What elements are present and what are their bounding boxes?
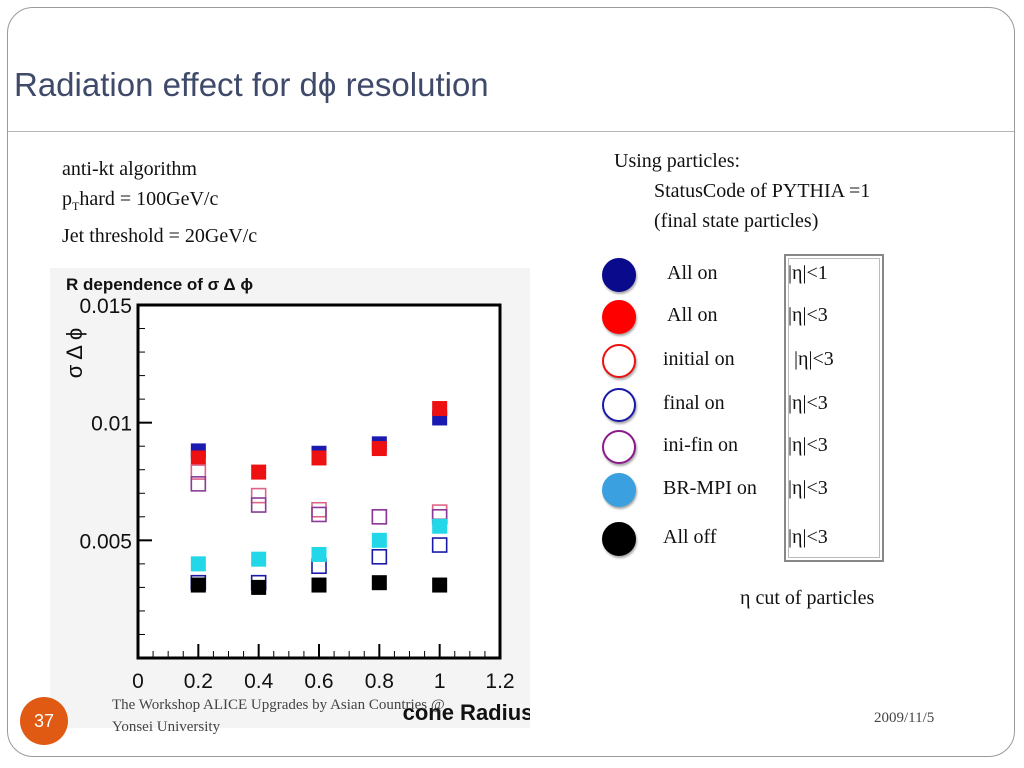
- legend-eta-cut: |η|<3: [788, 477, 828, 499]
- legend-marker-icon: [602, 388, 636, 422]
- eta-cut-note: η cut of particles: [740, 587, 875, 609]
- plot-frame: [136, 303, 502, 660]
- pt-subscript: T: [72, 199, 80, 213]
- y-tick-label: 0.005: [79, 530, 132, 553]
- legend-row: All on |η|<1: [600, 256, 880, 296]
- x-tick-label: 0.6: [304, 670, 333, 693]
- data-point: [432, 577, 448, 593]
- data-point: [371, 532, 387, 548]
- slide-date: 2009/11/5: [874, 710, 935, 726]
- data-point: [251, 464, 267, 480]
- legend-row: initial on |η|<3: [600, 342, 880, 382]
- y-axis-label: σ Δ ϕ: [62, 328, 87, 378]
- data-point: [432, 518, 448, 534]
- legend-eta-cut: |η|<3: [788, 392, 828, 414]
- legend-row: All off |η|<3: [600, 520, 880, 560]
- data-point: [190, 577, 206, 593]
- slide-number-badge: 37: [20, 697, 68, 745]
- legend-label: BR-MPI on: [663, 477, 757, 499]
- legend-label: All on: [667, 262, 718, 284]
- data-point: [311, 506, 327, 523]
- data-point: [190, 556, 206, 572]
- data-point: [190, 464, 207, 480]
- legend-marker-icon: [602, 258, 636, 292]
- x-tick-label: 0: [132, 670, 144, 693]
- jet-threshold-text: Jet threshold = 20GeV/c: [62, 225, 258, 247]
- chart-svg: R dependence of σ Δ ϕ 0.005 0.01 0.015 0 0.2 0…: [50, 268, 533, 728]
- x-tick-label: 1.2: [485, 670, 514, 693]
- footer-line-2: Yonsei University: [112, 719, 221, 735]
- legend-marker-icon: [602, 344, 636, 378]
- y-tick-label: 0.015: [79, 295, 132, 318]
- slide-frame: [7, 7, 1015, 757]
- data-point: [251, 551, 267, 567]
- legend-row: All on |η|<3: [600, 298, 880, 338]
- data-point: [371, 441, 387, 457]
- data-point: [311, 450, 327, 466]
- legend-eta-cut: |η|<3: [788, 526, 828, 548]
- statuscode-text: StatusCode of PYTHIA =1: [654, 180, 871, 202]
- x-axis-label: cone Radius: [403, 700, 530, 725]
- using-particles-heading: Using particles:: [614, 150, 741, 172]
- legend-eta-cut: |η|<3: [794, 348, 834, 370]
- legend-marker-icon: [602, 430, 636, 464]
- legend-label: All off: [663, 526, 717, 548]
- legend-label: ini-fin on: [663, 434, 738, 456]
- footer-line-1: The Workshop ALICE Upgrades by Asian Cou…: [112, 697, 445, 713]
- legend-label: initial on: [663, 348, 735, 370]
- x-tick-label: 0.4: [244, 670, 274, 693]
- data-point: [250, 487, 267, 504]
- legend-eta-cut: |η|<3: [788, 434, 828, 456]
- legend-marker-icon: [602, 473, 636, 507]
- footer-text: The Workshop ALICE Upgrades by Asian Cou…: [112, 694, 445, 738]
- legend-row: final on |η|<3: [600, 386, 880, 426]
- data-point: [371, 549, 388, 565]
- legend-marker-icon: [602, 300, 636, 334]
- data-point: [311, 577, 327, 593]
- algorithm-text: anti-kt algorithm: [62, 158, 197, 180]
- x-tick-label: 0.8: [365, 670, 394, 693]
- x-tick-label: 0.2: [184, 670, 213, 693]
- legend-row: ini-fin on |η|<3: [600, 428, 880, 468]
- chart: R dependence of σ Δ ϕ 0.005 0.01 0.015 0 0.2 0…: [50, 268, 533, 728]
- y-tick-label: 0.01: [91, 413, 132, 436]
- data-point: [250, 497, 267, 513]
- legend-label: All on: [667, 304, 718, 326]
- info-block: anti-kt algorithm pThard = 100GeV/c Jet …: [62, 154, 257, 251]
- pthard-value: hard = 100GeV/c: [79, 188, 219, 210]
- data-point: [311, 546, 327, 562]
- data-point: [432, 401, 448, 417]
- legend-eta-cut: |η|<3: [788, 304, 828, 326]
- data-point: [190, 476, 207, 492]
- data-point: [431, 537, 448, 553]
- slide-title: Radiation effect for dϕ resolution: [14, 66, 489, 103]
- data-point: [251, 579, 267, 595]
- x-tick-label: 1: [434, 670, 446, 693]
- data-point: [371, 509, 388, 525]
- legend-eta-cut: |η|<1: [788, 262, 828, 284]
- data-point: [190, 450, 206, 466]
- eta-cut-box-inner: [788, 258, 880, 558]
- chart-title: R dependence of σ Δ ϕ: [66, 275, 253, 294]
- data-point: [371, 575, 387, 591]
- eta-cut-box: [784, 254, 884, 562]
- final-state-text: (final state particles): [654, 210, 819, 232]
- legend-marker-icon: [602, 522, 636, 556]
- pthard-text: pThard = 100GeV/c: [62, 184, 257, 221]
- pt-symbol: p: [62, 188, 72, 210]
- using-particles-block: Using particles: StatusCode of PYTHIA =1…: [614, 146, 870, 236]
- legend-row: BR-MPI on |η|<3: [600, 471, 880, 511]
- legend-label: final on: [663, 392, 725, 414]
- title-divider: [8, 131, 1014, 132]
